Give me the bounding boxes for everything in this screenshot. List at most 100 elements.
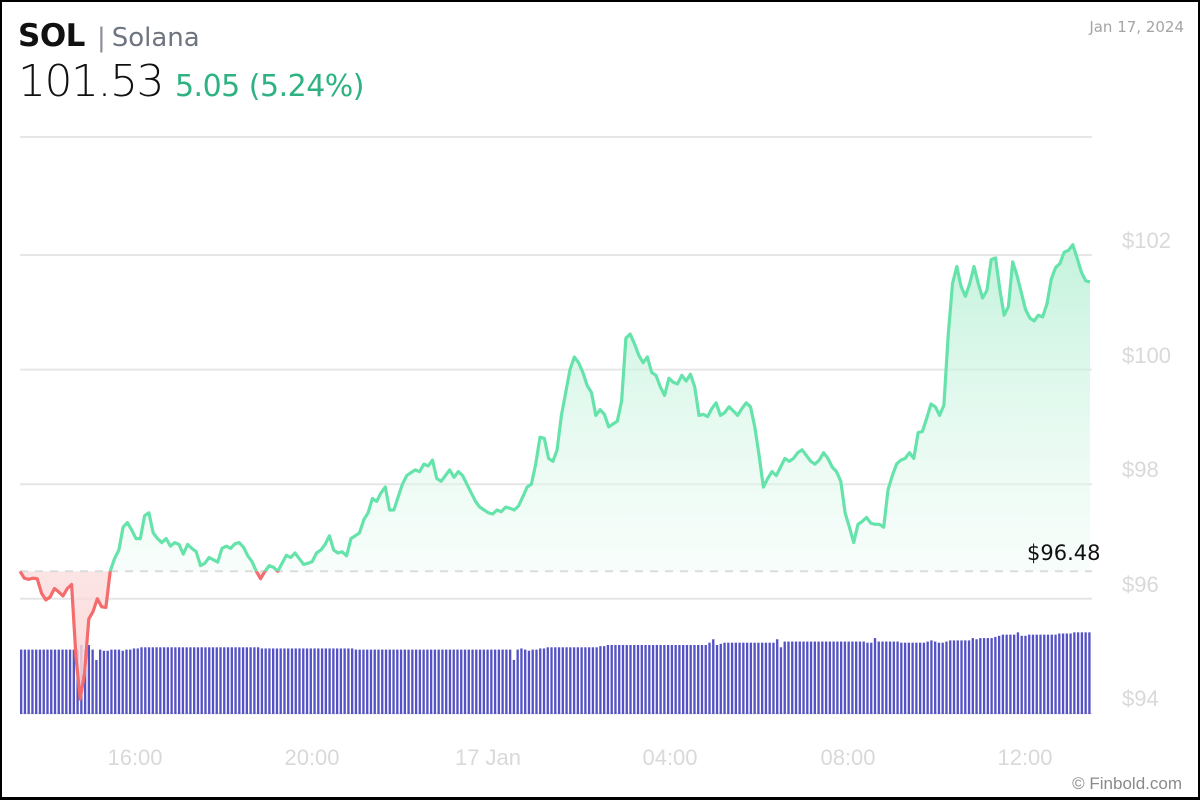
volume-bar <box>1001 634 1005 714</box>
x-tick-label: 17 Jan <box>454 745 522 770</box>
volume-bar <box>497 649 501 714</box>
volume-bar <box>1084 632 1087 714</box>
volume-bar <box>328 648 331 714</box>
volume-bar <box>1005 634 1008 714</box>
volume-bar <box>591 647 595 714</box>
volume-bar <box>324 648 327 714</box>
volume-bar <box>1065 633 1068 714</box>
volume-bar <box>369 649 373 714</box>
volume-bar <box>1020 635 1023 714</box>
volume-bar <box>554 647 557 714</box>
volume-bar <box>87 645 91 714</box>
volume-bar <box>779 647 783 714</box>
volume-bar <box>98 649 102 714</box>
volume-bar <box>27 649 30 714</box>
volume-bar <box>761 642 764 714</box>
volume-bar <box>456 649 459 714</box>
volume-bar <box>362 649 365 714</box>
volume-bar <box>539 648 542 714</box>
volume-bar <box>1016 632 1020 714</box>
volume-bar <box>204 647 207 714</box>
y-tick-label: $98 <box>1122 457 1159 483</box>
volume-bar <box>68 649 72 714</box>
volume-bar <box>614 645 617 714</box>
volume-bar <box>704 645 707 714</box>
volume-bar <box>433 649 437 714</box>
volume-bar <box>960 640 963 714</box>
x-tick-label: 08:00 <box>820 745 876 770</box>
volume-bar <box>1013 634 1016 714</box>
volume-bar <box>46 649 49 714</box>
volume-bar <box>1073 632 1076 714</box>
volume-bar <box>806 641 809 714</box>
volume-bar <box>546 647 549 714</box>
volume-bar <box>712 639 715 714</box>
volume-bar <box>873 638 877 714</box>
volume-bar <box>441 649 444 714</box>
volume-bar <box>584 647 587 714</box>
volume-bar <box>832 641 835 714</box>
volume-bar <box>407 649 410 714</box>
volume-bar <box>975 639 978 714</box>
volume-bar <box>482 649 485 714</box>
volume-bar <box>813 641 816 714</box>
volume-bar <box>952 640 956 714</box>
volume-bar <box>147 647 151 714</box>
volume-bar <box>802 641 805 714</box>
volume-bar <box>110 649 113 714</box>
current-price: 101.53 <box>18 56 164 107</box>
volume-bar <box>493 649 497 714</box>
reference-price-label: $96.48 <box>1027 541 1101 566</box>
volume-bar <box>907 642 911 714</box>
y-tick-label: $100 <box>1122 342 1171 368</box>
volume-bar <box>1061 633 1065 714</box>
volume-bar <box>219 647 222 714</box>
header: SOL | Solana 101.53 5.05 (5.24%) <box>18 18 365 107</box>
volume-bar <box>689 645 692 714</box>
volume-bar <box>264 648 267 714</box>
volume-bar <box>738 642 741 714</box>
volume-bar <box>287 648 290 714</box>
volume-bar <box>38 649 42 714</box>
volume-bar <box>1080 632 1084 714</box>
volume-bar <box>463 649 467 714</box>
volume-bar <box>911 642 914 714</box>
volume-bar <box>862 641 865 714</box>
volume-bar <box>65 649 68 714</box>
volume-bar <box>335 648 339 714</box>
volume-bar <box>460 649 463 714</box>
volume-bar <box>1054 634 1057 714</box>
volume-bar <box>396 649 399 714</box>
volume-bar <box>35 649 38 714</box>
volume-bar <box>930 640 933 714</box>
volume-bar <box>821 641 824 714</box>
volume-bar <box>208 647 211 714</box>
volume-bar <box>851 641 854 714</box>
volume-bar <box>885 641 888 714</box>
price-line <box>18 243 1091 701</box>
volume-bar <box>892 641 895 714</box>
volume-bar <box>520 648 523 714</box>
volume-bar <box>418 649 422 714</box>
volume-bar <box>1043 634 1046 714</box>
volume-bar <box>486 649 489 714</box>
volume-bar <box>196 647 200 714</box>
volume-bar <box>896 641 899 714</box>
volume-bar <box>843 641 847 714</box>
volume-bar <box>937 642 941 714</box>
volume-bar <box>1088 632 1091 714</box>
volume-bar <box>399 649 403 714</box>
volume-bar <box>181 647 185 714</box>
volume-bar <box>505 649 508 714</box>
volume-bar <box>877 641 880 714</box>
x-tick-label: 20:00 <box>284 745 340 770</box>
volume-bar <box>655 645 659 714</box>
volume-bar <box>437 649 440 714</box>
volume-bar <box>967 640 971 714</box>
volume-bar <box>501 649 504 714</box>
volume-bar <box>516 649 519 714</box>
volume-bar <box>234 647 237 714</box>
volume-bar <box>595 647 598 714</box>
volume-bar <box>858 641 862 714</box>
y-tick-label: $96 <box>1122 571 1159 597</box>
